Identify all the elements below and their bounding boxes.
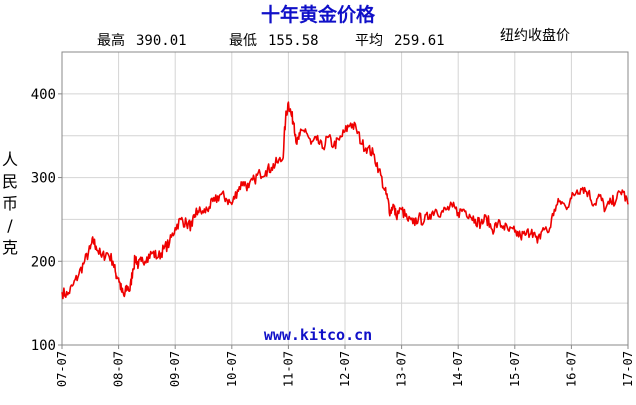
- y-axis-label: 人民币 / 克: [2, 150, 18, 257]
- x-axis-ticks: 07-07 08-07 09-07 10-07 11-07 12-07 13-07 14-07…: [55, 345, 635, 387]
- stat-avg-value: 259.61: [394, 33, 445, 49]
- grid-lines: [61, 52, 629, 345]
- x-tick-label: 11-07: [281, 351, 295, 387]
- stat-avg-label: 平均: [355, 33, 383, 49]
- y-tick-label: 400: [31, 87, 56, 103]
- gold-price-line: [61, 101, 629, 300]
- y-tick-label: 300: [31, 171, 56, 187]
- y-tick-label: 200: [31, 254, 56, 270]
- x-tick-label: 13-07: [395, 351, 409, 387]
- x-tick-label: 17-07: [621, 351, 635, 387]
- y-label-char: 人: [2, 150, 18, 169]
- y-label-char: /: [7, 216, 13, 235]
- stat-low-value: 155.58: [268, 33, 319, 49]
- y-tick-label: 100: [31, 338, 56, 354]
- stat-high-label: 最高: [97, 32, 125, 49]
- stat-high-value: 390.01: [136, 33, 187, 49]
- watermark-text: www.kitco.cn: [264, 326, 372, 344]
- stat-low-label: 最低: [229, 33, 257, 49]
- x-tick-label: 14-07: [451, 351, 465, 387]
- stats-row: 最高 390.01 最低 155.58 平均 259.61 纽约收盘价: [97, 27, 570, 49]
- x-tick-label: 16-07: [564, 351, 578, 387]
- x-tick-label: 10-07: [225, 351, 239, 387]
- x-tick-label: 12-07: [338, 351, 352, 387]
- x-tick-label: 08-07: [112, 351, 126, 387]
- x-tick-label: 07-07: [55, 351, 69, 387]
- x-tick-label: 09-07: [168, 351, 182, 387]
- y-label-char: 币: [2, 194, 18, 213]
- market-label: 纽约收盘价: [500, 27, 570, 44]
- x-tick-label: 15-07: [508, 351, 522, 387]
- y-label-char: 民: [2, 172, 18, 191]
- y-axis-ticks: 100 200 300 400: [31, 87, 62, 354]
- chart-title: 十年黄金价格: [261, 3, 376, 26]
- y-label-char: 克: [2, 238, 18, 257]
